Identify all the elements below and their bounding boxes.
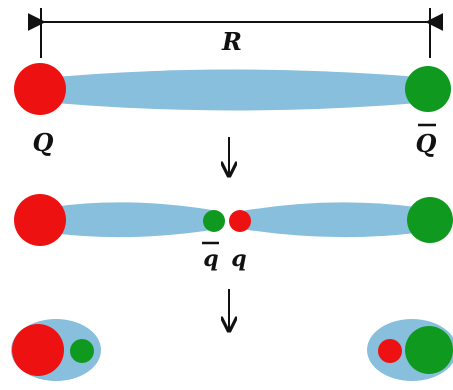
flux-tube-top xyxy=(55,69,418,111)
heavy-quark-red xyxy=(14,63,66,115)
flux-tube-mid-right xyxy=(242,202,416,238)
light-antiquark-label: q xyxy=(203,246,218,272)
heavy-antiquark-green-mid xyxy=(407,197,453,243)
separation-label: R xyxy=(221,27,242,56)
light-antiquark-green xyxy=(203,210,225,232)
light-antiquark-green-bottom xyxy=(70,339,94,363)
light-quark-red-bottom xyxy=(378,339,402,363)
heavy-quark-red-bottom xyxy=(12,324,64,376)
heavy-antiquark-green xyxy=(405,66,451,112)
light-quark-label: q xyxy=(231,246,246,272)
light-quark-red xyxy=(229,210,251,232)
heavy-quark-red-mid xyxy=(14,194,66,246)
heavy-antiquark-label: Q xyxy=(416,129,437,158)
heavy-antiquark-green-bottom xyxy=(405,326,453,374)
heavy-quark-label: Q xyxy=(33,128,54,157)
flux-tube-mid-left xyxy=(52,202,218,238)
